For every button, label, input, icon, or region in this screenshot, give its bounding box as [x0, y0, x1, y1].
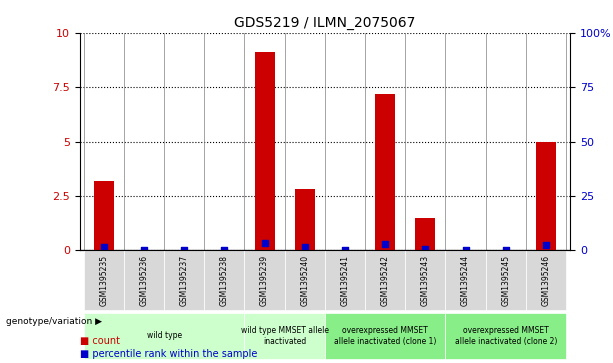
- FancyBboxPatch shape: [446, 250, 485, 310]
- FancyBboxPatch shape: [164, 250, 204, 310]
- Bar: [416, 218, 435, 250]
- Point: [179, 248, 189, 253]
- Text: GSM1395236: GSM1395236: [140, 255, 148, 306]
- Bar: [536, 142, 556, 250]
- FancyBboxPatch shape: [526, 250, 566, 310]
- FancyBboxPatch shape: [446, 313, 566, 359]
- Point: [219, 248, 229, 253]
- FancyBboxPatch shape: [84, 250, 124, 310]
- Point: [501, 248, 511, 253]
- Text: GSM1395243: GSM1395243: [421, 255, 430, 306]
- Point: [340, 248, 350, 253]
- FancyBboxPatch shape: [325, 313, 446, 359]
- Text: wild type: wild type: [147, 331, 181, 340]
- FancyBboxPatch shape: [124, 250, 164, 310]
- Text: GSM1395238: GSM1395238: [220, 255, 229, 306]
- Text: GSM1395241: GSM1395241: [340, 255, 349, 306]
- Text: GSM1395240: GSM1395240: [300, 255, 310, 306]
- Text: wild type MMSET allele
inactivated: wild type MMSET allele inactivated: [241, 326, 329, 346]
- Text: GSM1395246: GSM1395246: [541, 255, 550, 306]
- FancyBboxPatch shape: [325, 250, 365, 310]
- Text: overexpressed MMSET
allele inactivated (clone 1): overexpressed MMSET allele inactivated (…: [334, 326, 436, 346]
- Bar: [295, 189, 315, 250]
- Text: GSM1395237: GSM1395237: [180, 255, 189, 306]
- Text: GSM1395235: GSM1395235: [99, 255, 109, 306]
- Point: [541, 242, 551, 248]
- Bar: [375, 94, 395, 250]
- Point: [380, 241, 390, 247]
- Point: [421, 246, 430, 252]
- FancyBboxPatch shape: [365, 250, 405, 310]
- Bar: [254, 52, 275, 250]
- Text: ■ count: ■ count: [80, 336, 120, 346]
- Text: ■ percentile rank within the sample: ■ percentile rank within the sample: [80, 349, 257, 359]
- FancyBboxPatch shape: [245, 250, 284, 310]
- FancyBboxPatch shape: [485, 250, 526, 310]
- Text: GSM1395245: GSM1395245: [501, 255, 510, 306]
- FancyBboxPatch shape: [84, 313, 245, 359]
- Text: GSM1395242: GSM1395242: [381, 255, 390, 306]
- Text: GSM1395244: GSM1395244: [461, 255, 470, 306]
- FancyBboxPatch shape: [405, 250, 446, 310]
- FancyBboxPatch shape: [284, 250, 325, 310]
- Point: [461, 248, 471, 253]
- FancyBboxPatch shape: [204, 250, 245, 310]
- Point: [99, 244, 109, 250]
- Point: [139, 248, 149, 253]
- Bar: [94, 181, 114, 250]
- Text: genotype/variation ▶: genotype/variation ▶: [6, 317, 102, 326]
- Point: [260, 240, 270, 246]
- Text: overexpressed MMSET
allele inactivated (clone 2): overexpressed MMSET allele inactivated (…: [455, 326, 557, 346]
- Point: [300, 244, 310, 250]
- Text: GSM1395239: GSM1395239: [260, 255, 269, 306]
- FancyBboxPatch shape: [245, 313, 325, 359]
- Title: GDS5219 / ILMN_2075067: GDS5219 / ILMN_2075067: [234, 16, 416, 30]
